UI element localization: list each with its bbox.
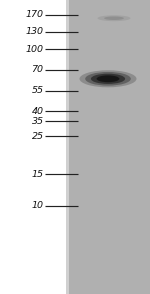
Text: 170: 170 (26, 10, 44, 19)
Ellipse shape (98, 15, 130, 21)
Ellipse shape (97, 75, 119, 82)
Ellipse shape (85, 72, 131, 86)
Text: 100: 100 (26, 45, 44, 54)
Ellipse shape (91, 74, 125, 84)
Text: 130: 130 (26, 27, 44, 36)
Ellipse shape (104, 16, 124, 20)
Text: 15: 15 (32, 170, 44, 179)
Text: 35: 35 (32, 117, 44, 126)
Text: 40: 40 (32, 107, 44, 116)
Bar (66, 0, 69, 294)
Text: 55: 55 (32, 86, 44, 95)
Text: 10: 10 (32, 201, 44, 210)
Text: 70: 70 (32, 66, 44, 74)
Ellipse shape (80, 70, 136, 87)
Text: 25: 25 (32, 132, 44, 141)
Bar (66, 0, 150, 294)
